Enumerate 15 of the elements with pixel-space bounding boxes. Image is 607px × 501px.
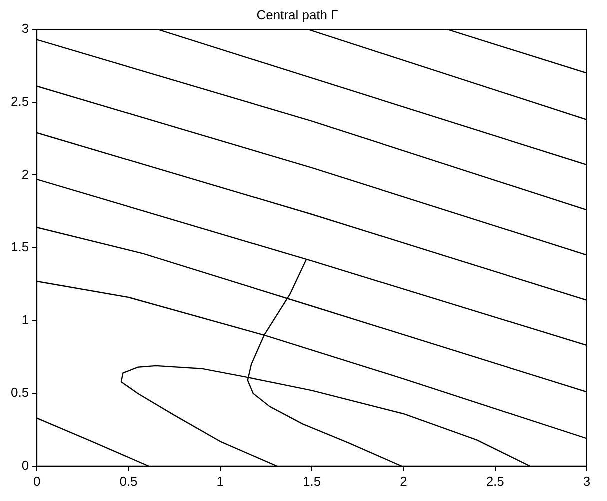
y-tick-label: 3 [22, 21, 30, 36]
x-tick-label: 2 [400, 474, 408, 489]
x-tick-label: 3 [583, 474, 591, 489]
x-tick-label: 0.5 [120, 474, 138, 489]
chart-title: Central path Γ [256, 7, 338, 22]
y-tick-label: 1.5 [10, 240, 30, 255]
y-tick-label: 2 [22, 166, 30, 182]
y-tick-label: 0.5 [10, 385, 30, 400]
y-tick-label: 1 [22, 312, 30, 328]
x-tick-label: 2.5 [486, 474, 504, 489]
y-tick-label: 2.5 [10, 94, 30, 109]
y-tick-label: 0 [22, 458, 30, 473]
x-tick-label: 1.5 [302, 474, 322, 489]
x-tick-label: 1 [216, 474, 224, 489]
x-tick-label: 0 [33, 474, 41, 489]
